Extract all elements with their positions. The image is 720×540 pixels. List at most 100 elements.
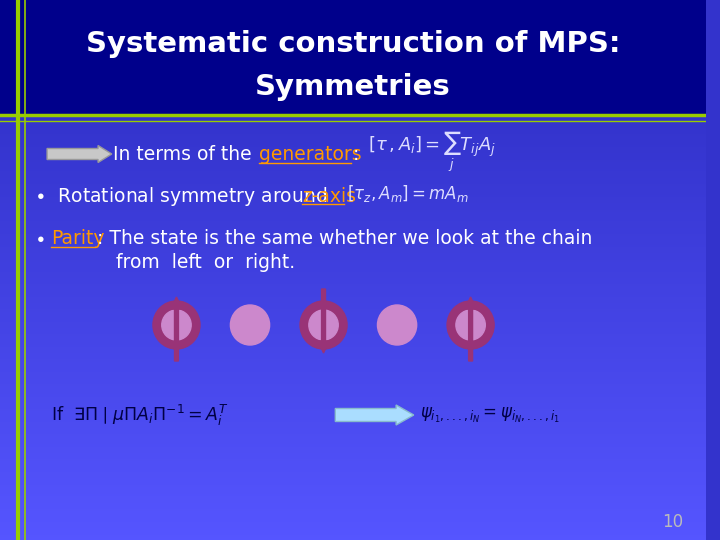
Bar (0, 325, 706, 326)
Bar (0, 200, 706, 201)
Bar (0, 265, 706, 266)
Bar (0, 315, 706, 316)
Bar (0, 205, 706, 206)
Bar (0, 178, 706, 179)
Bar (0, 448, 706, 449)
Bar (0, 264, 706, 265)
Bar (0, 487, 706, 488)
Bar (0, 313, 706, 314)
Text: $[\tau\,,A_i]=\sum_j T_{ij}A_j$: $[\tau\,,A_i]=\sum_j T_{ij}A_j$ (368, 130, 496, 174)
Bar (0, 266, 706, 267)
Bar (0, 289, 706, 291)
Bar (0, 369, 706, 370)
Bar (0, 143, 706, 144)
Bar (0, 342, 706, 343)
Bar (0, 149, 706, 150)
Bar (0, 357, 706, 359)
Bar (0, 377, 706, 379)
Bar (0, 314, 706, 315)
Bar (0, 117, 706, 118)
Bar (0, 496, 706, 497)
Bar (0, 332, 706, 333)
Bar (0, 187, 706, 188)
Bar (0, 537, 706, 538)
Bar (0, 480, 706, 481)
Bar (0, 383, 706, 384)
Bar (0, 514, 706, 515)
Bar (0, 390, 706, 391)
Bar (0, 472, 706, 473)
Bar (0, 145, 706, 146)
Bar (0, 185, 706, 186)
Bar (0, 404, 706, 405)
Bar (0, 460, 706, 461)
Bar (0, 162, 706, 163)
Bar (0, 329, 706, 330)
Bar (0, 255, 706, 256)
Text: $[\tau_z, A_m] = m A_m$: $[\tau_z, A_m] = m A_m$ (347, 184, 469, 205)
Bar (0, 210, 706, 211)
Bar (0, 424, 706, 426)
Bar (0, 245, 706, 246)
Bar (0, 151, 706, 152)
Bar (0, 228, 706, 230)
Bar (0, 450, 706, 451)
Bar (0, 203, 706, 204)
Bar (0, 193, 706, 194)
Bar (0, 407, 706, 408)
Bar (0, 411, 706, 413)
Bar (0, 148, 706, 149)
Bar (0, 249, 706, 250)
Bar (0, 202, 706, 203)
Bar (0, 501, 706, 502)
Bar (0, 222, 706, 224)
Bar (0, 536, 706, 537)
Bar (0, 436, 706, 437)
Bar (0, 446, 706, 447)
Bar (0, 322, 706, 323)
Bar (0, 456, 706, 457)
Bar (0, 170, 706, 171)
Bar (0, 278, 706, 279)
Bar (0, 262, 706, 264)
Bar (0, 157, 706, 158)
Bar (0, 212, 706, 213)
Bar (0, 298, 706, 299)
Bar (0, 392, 706, 393)
Bar (0, 288, 706, 289)
Bar (0, 281, 706, 282)
Bar (0, 442, 706, 443)
Bar (0, 440, 706, 441)
Bar (0, 273, 706, 274)
Bar (0, 256, 706, 258)
Bar (0, 160, 706, 161)
Bar (0, 415, 706, 416)
Bar (0, 505, 706, 506)
Bar (0, 204, 706, 205)
Bar (0, 227, 706, 228)
Bar (0, 192, 706, 193)
Bar (0, 159, 706, 160)
Bar (0, 482, 706, 483)
Bar (0, 294, 706, 295)
Bar (0, 147, 706, 148)
Bar (0, 465, 706, 467)
Circle shape (377, 305, 417, 345)
Bar (0, 259, 706, 260)
Bar (0, 132, 706, 133)
Bar (0, 168, 706, 169)
Bar (0, 481, 706, 482)
Bar (0, 216, 706, 217)
Bar (0, 525, 706, 526)
Bar (0, 268, 706, 269)
Bar (0, 524, 706, 525)
Bar (0, 388, 706, 389)
Bar (0, 517, 706, 518)
Bar (0, 350, 706, 351)
Bar (0, 219, 706, 220)
Bar (0, 211, 706, 212)
Bar (0, 491, 706, 492)
Text: z-axis: z-axis (302, 186, 356, 206)
Bar (0, 403, 706, 404)
Bar (0, 497, 706, 498)
